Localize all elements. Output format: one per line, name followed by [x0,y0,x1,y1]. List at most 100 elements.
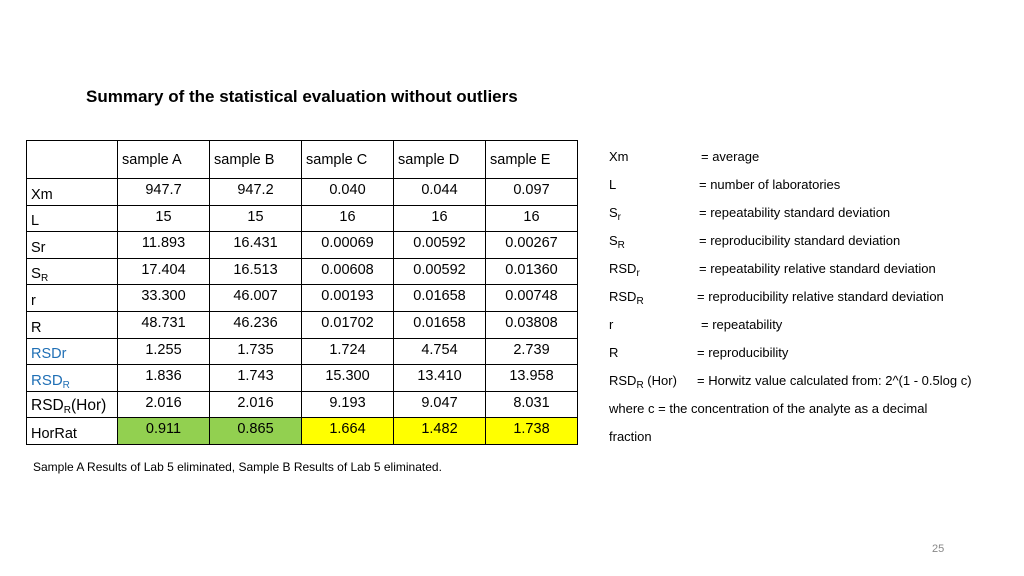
table-cell: 4.754 [393,337,486,366]
table-cell: 46.236 [209,310,302,339]
table-cell: 0.00069 [301,231,394,259]
table-cell: 0.911 [117,417,210,445]
table-cell: 9.193 [301,390,394,419]
table-cell: 1.482 [393,417,486,445]
legend-definition: = reproducibility [697,345,789,360]
legend-term-suffix: (Hor) [643,373,677,388]
table-cell: 0.01360 [485,257,578,286]
legend-term-text: RSD [609,261,637,276]
legend-term: L [609,171,616,199]
table-cell: 15 [209,204,302,233]
row-label-text: Xm [31,186,53,203]
table-cell: 1.255 [117,337,210,366]
legend-term: RSDr [609,255,640,283]
row-label: SR [26,257,118,286]
column-header-sample-e: sample E [485,140,578,179]
legend-term-subscript: r [636,268,640,279]
table-cell: 8.031 [485,390,578,419]
table-cell: 2.739 [485,337,578,366]
legend-definition: = number of laboratories [699,177,841,192]
column-header-sample-d: sample D [393,140,486,179]
legend-term: r [609,311,613,339]
table-cell: 9.047 [393,390,486,419]
table-row: RSDR 1.836 1.743 15.300 13.410 13.958 [26,364,578,392]
row-label-text: RSDr [31,346,67,363]
table-cell: 0.00608 [301,257,394,286]
table-cell: 0.00592 [393,231,486,259]
legend-term: RSDR (Hor) [609,367,677,395]
table-cell: 16 [485,204,578,233]
table-row: SR 17.404 16.513 0.00608 0.00592 0.01360 [26,257,578,286]
table-row: Sr 11.893 16.431 0.00069 0.00592 0.00267 [26,231,578,259]
footnote: Sample A Results of Lab 5 eliminated, Sa… [33,460,442,474]
table-cell: 0.01658 [393,310,486,339]
table-cell: 0.040 [301,178,394,206]
row-label: R [26,310,118,339]
table-row: HorRat 0.911 0.865 1.664 1.482 1.738 [26,417,578,445]
legend-term-subscript: R [617,240,625,251]
row-label-subscript: R [41,273,49,285]
row-label: Sr [26,231,118,259]
table-cell: 16.431 [209,231,302,259]
legend-definition: = reproducibility relative standard devi… [697,289,944,304]
legend-term-text: RSD [609,373,637,388]
legend-definition: = repeatability relative standard deviat… [699,261,936,276]
table-cell: 15 [117,204,210,233]
row-label-text: r [31,292,36,309]
legend-definition: = repeatability [701,317,783,332]
table-cell: 0.00592 [393,257,486,286]
row-label: RSDR(Hor) [26,390,118,419]
page-number: 25 [932,543,945,555]
row-label-text: R [31,319,42,336]
row-label-text: RSD [31,397,64,415]
legend-definition: = average [701,149,760,164]
legend-definition: = Horwitz value calculated from: 2^(1 - … [697,373,972,388]
table-header-row: sample A sample B sample C sample D samp… [26,140,578,179]
table-cell: 15.300 [301,364,394,392]
table-corner-cell [26,140,118,179]
table-cell: 1.738 [485,417,578,445]
row-label-text: RSD [31,371,63,389]
table-row: Xm 947.7 947.2 0.040 0.044 0.097 [26,178,578,206]
table-cell: 0.00748 [485,284,578,312]
table-cell: 2.016 [209,390,302,419]
table-cell: 46.007 [209,284,302,312]
legend-term-text: R [609,345,619,360]
table-cell: 11.893 [117,231,210,259]
table-cell: 0.01658 [393,284,486,312]
legend-term: RSDR [609,283,644,311]
row-label-subscript: R [63,405,71,417]
table-cell: 0.865 [209,417,302,445]
row-label: r [26,284,118,312]
legend-term: R [609,339,618,367]
table-row: r 33.300 46.007 0.00193 0.01658 0.00748 [26,284,578,312]
table-cell: 17.404 [117,257,210,286]
legend-term-subscript: R [636,296,644,307]
row-label-text: HorRat [31,425,77,442]
table-row: R 48.731 46.236 0.01702 0.01658 0.03808 [26,310,578,339]
legend-term: Xm [609,143,629,171]
table-cell: 1.836 [117,364,210,392]
table-cell: 0.01702 [301,310,394,339]
table-cell: 1.724 [301,337,394,366]
row-label-suffix: (Hor) [70,397,107,415]
row-label-text: S [31,265,42,283]
table-cell: 1.664 [301,417,394,445]
row-label: RSDR [26,364,118,392]
table-row: RSDr 1.255 1.735 1.724 4.754 2.739 [26,337,578,366]
slide-title: Summary of the statistical evaluation wi… [86,87,518,106]
legend-term-text: L [609,177,617,192]
table-cell: 1.743 [209,364,302,392]
table-cell: 0.00267 [485,231,578,259]
table-cell: 2.016 [117,390,210,419]
statistics-table: sample A sample B sample C sample D samp… [26,140,578,445]
legend-footer-text: fraction [609,429,652,444]
row-label-text: L [31,213,40,230]
table-cell: 16 [393,204,486,233]
table-cell: 33.300 [117,284,210,312]
legend-term: Sr [609,199,621,227]
table-cell: 0.044 [393,178,486,206]
row-label: RSDr [26,337,118,366]
row-label: Xm [26,178,118,206]
table-cell: 0.03808 [485,310,578,339]
